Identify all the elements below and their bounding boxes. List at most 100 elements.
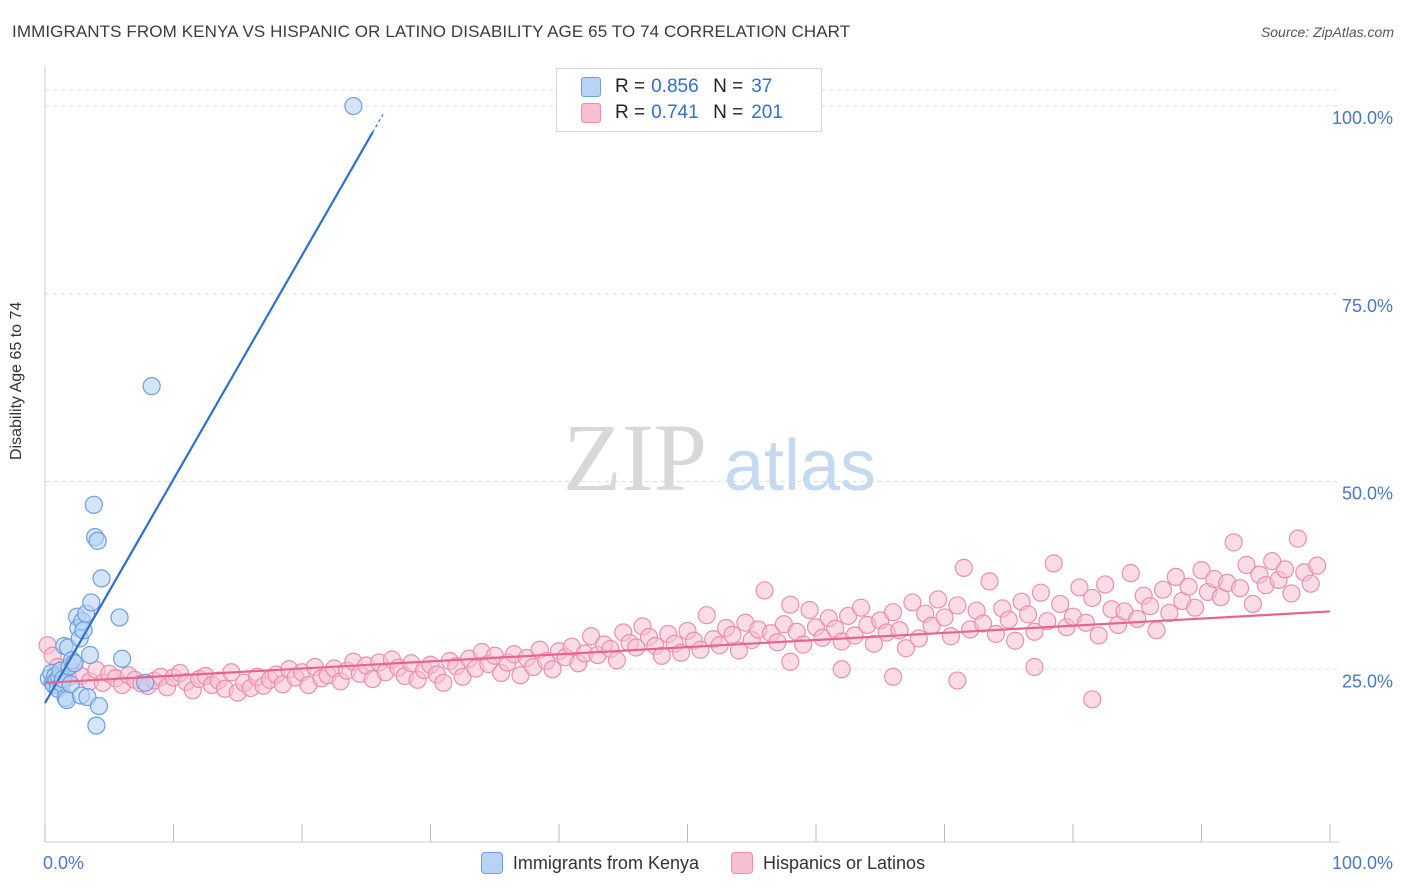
point-hispanic-201 [948, 671, 967, 690]
legend-swatch-kenya [581, 77, 601, 97]
point-hispanic-96 [652, 646, 671, 665]
point-hispanic-193 [1275, 560, 1295, 579]
point-hispanic-148 [986, 624, 1006, 644]
point-hispanic-185 [1224, 533, 1243, 552]
point-kenya-33 [89, 696, 109, 716]
point-hispanic-155 [1031, 583, 1050, 602]
series-legend-kenya[interactable]: Immigrants from Kenya [480, 852, 699, 874]
legend-n-value-hispanic: 201 [751, 102, 783, 123]
legend-row-hispanic: R = 0.741 N = 201 [581, 101, 783, 125]
point-hispanic-140 [935, 608, 954, 627]
point-hispanic-62 [434, 673, 453, 692]
y-tick-label-100: 100.0% [1332, 108, 1393, 128]
series-swatch-kenya [480, 852, 503, 874]
point-hispanic-180 [1192, 561, 1211, 580]
legend-n-value-kenya: 37 [751, 76, 773, 97]
point-hispanic-139 [928, 590, 948, 609]
point-hispanic-200 [1083, 690, 1102, 709]
point-kenya-29 [84, 495, 103, 514]
point-hispanic-116 [781, 595, 800, 614]
point-hispanic-194 [1282, 584, 1301, 603]
point-hispanic-204 [781, 652, 800, 671]
legend-swatch-hispanic [581, 103, 601, 123]
point-hispanic-157 [1044, 554, 1063, 573]
point-hispanic-186 [1230, 579, 1250, 598]
trendline-hispanic [44, 610, 1331, 684]
point-hispanic-119 [800, 600, 819, 620]
point-hispanic-163 [1083, 588, 1102, 608]
point-hispanic-203 [832, 660, 851, 679]
point-hispanic-127 [851, 598, 871, 617]
point-hispanic-174 [1153, 580, 1173, 599]
legend-n-label-hispanic: N = [713, 102, 744, 123]
watermark-zip: ZIP [563, 404, 707, 511]
legend-row-kenya: R = 0.856 N = 37 [581, 75, 772, 99]
point-hispanic-136 [909, 629, 928, 648]
point-kenya-31 [87, 716, 106, 735]
point-kenya-36 [112, 649, 132, 668]
point-hispanic-176 [1166, 567, 1185, 587]
point-hispanic-156 [1038, 612, 1057, 631]
point-hispanic-169 [1121, 564, 1140, 583]
point-hispanic-195 [1288, 529, 1307, 548]
series-label-hispanic: Hispanics or Latinos [762, 852, 926, 873]
legend-r-value-hispanic: 0.741 [651, 102, 699, 123]
point-kenya-32 [88, 531, 107, 550]
point-hispanic-188 [1243, 594, 1263, 614]
watermark-atlas: atlas [724, 426, 876, 506]
point-hispanic-161 [1070, 578, 1089, 597]
x-tick-label-min: 0.0% [43, 853, 84, 873]
point-hispanic-135 [903, 593, 922, 612]
point-hispanic-129 [864, 634, 883, 653]
point-hispanic-187 [1237, 555, 1256, 574]
chart-title: IMMIGRANTS FROM KENYA VS HISPANIC OR LAT… [12, 22, 851, 41]
point-hispanic-165 [1096, 575, 1115, 594]
correlation-legend: R = 0.856 N = 37 R = 0.741 N = 201 [556, 68, 822, 132]
point-hispanic-175 [1160, 603, 1179, 623]
y-axis-label: Disability Age 65 to 74 [8, 301, 25, 460]
point-hispanic-142 [948, 596, 967, 615]
point-kenya-38 [344, 96, 363, 116]
y-tick-label-50: 50.0% [1342, 484, 1393, 504]
point-hispanic-125 [839, 606, 858, 626]
point-hispanic-141 [941, 627, 961, 646]
point-hispanic-170 [1128, 609, 1147, 629]
point-hispanic-118 [794, 635, 813, 654]
point-hispanic-132 [883, 603, 903, 622]
trendline-kenya [44, 131, 374, 704]
legend-r-value-kenya: 0.856 [651, 76, 699, 97]
point-hispanic-153 [1018, 605, 1038, 624]
point-hispanic-92 [626, 638, 646, 657]
trendline-kenya-extension [372, 114, 384, 133]
point-hispanic-173 [1147, 621, 1166, 640]
point-hispanic-121 [813, 628, 832, 647]
point-hispanic-103 [697, 606, 716, 625]
point-kenya-27 [80, 645, 100, 665]
point-hispanic-198 [1308, 556, 1327, 575]
point-hispanic-162 [1076, 613, 1095, 632]
y-tick-label-25: 25.0% [1342, 671, 1393, 691]
series-legend-hispanic[interactable]: Hispanics or Latinos [730, 852, 926, 874]
point-kenya-35 [110, 608, 129, 627]
legend-r-label-hispanic: R = [615, 102, 646, 123]
point-hispanic-134 [896, 639, 916, 658]
point-hispanic-164 [1089, 626, 1108, 645]
point-kenya-28 [82, 593, 101, 612]
point-kenya-37 [142, 377, 161, 396]
point-hispanic-79 [543, 660, 562, 679]
point-hispanic-146 [973, 614, 993, 633]
point-hispanic-178 [1179, 577, 1198, 596]
point-hispanic-147 [980, 572, 999, 591]
point-hispanic-199 [1025, 657, 1044, 677]
series-legend: Immigrants from Kenya Hispanics or Latin… [0, 852, 1406, 874]
point-hispanic-89 [607, 651, 626, 670]
point-hispanic-143 [954, 558, 973, 577]
point-hispanic-202 [883, 667, 903, 686]
series-swatch-hispanic [730, 852, 753, 874]
point-hispanic-65 [453, 667, 472, 686]
legend-n-label-kenya: N = [713, 76, 744, 97]
point-hispanic-179 [1185, 598, 1205, 617]
point-hispanic-107 [723, 625, 742, 644]
x-tick-label-max: 100.0% [1332, 853, 1393, 873]
